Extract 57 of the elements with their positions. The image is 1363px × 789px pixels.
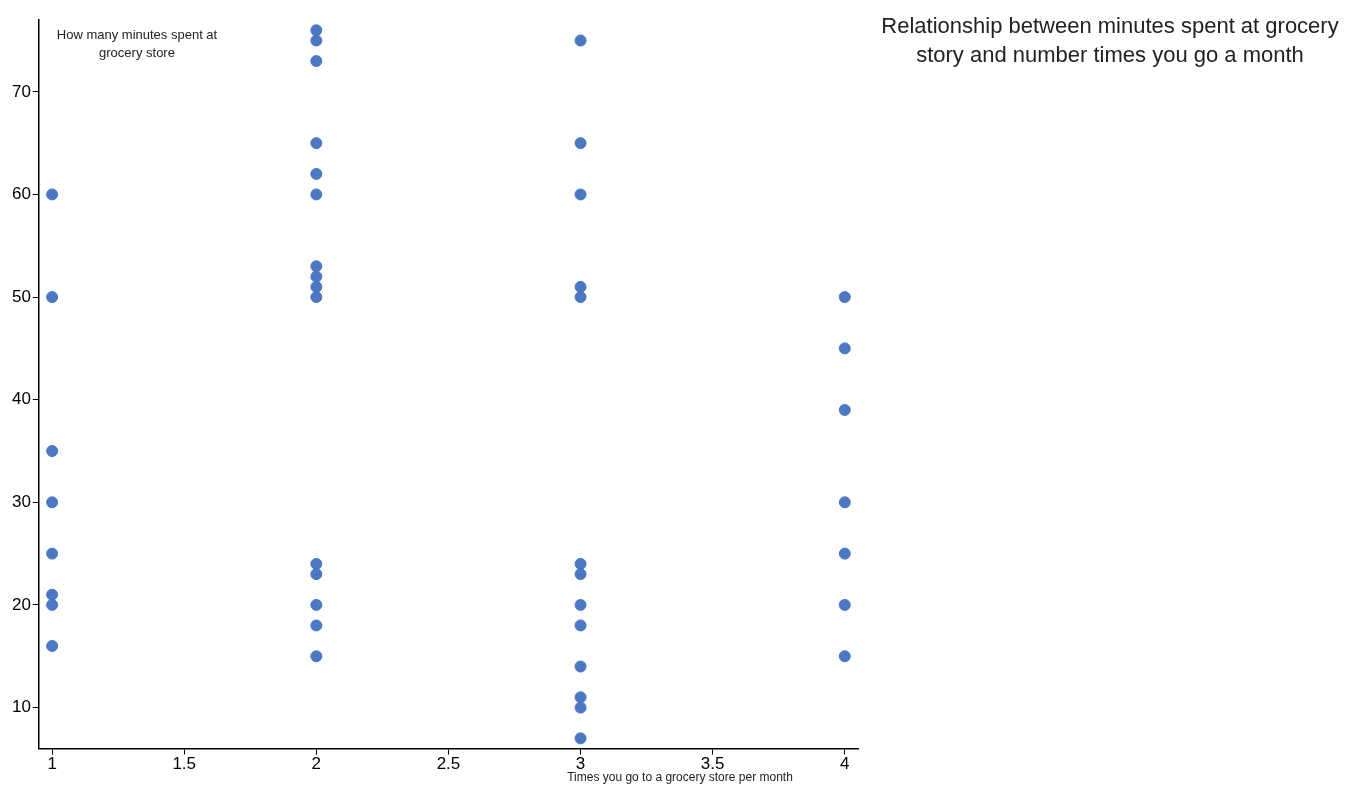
point bbox=[574, 598, 587, 611]
point bbox=[574, 568, 587, 581]
x-tick-label: 2 bbox=[311, 754, 322, 774]
y-tick-label: 60 bbox=[11, 184, 31, 204]
point bbox=[310, 598, 323, 611]
point bbox=[838, 342, 851, 355]
point bbox=[838, 547, 851, 560]
text: Relationship between minutes spent at grocery story and number times you go a month bbox=[880, 12, 1340, 69]
x-tick-label: 2.5 bbox=[436, 754, 461, 774]
point bbox=[46, 588, 59, 601]
point bbox=[310, 568, 323, 581]
point bbox=[838, 650, 851, 663]
x-tick-label: 1.5 bbox=[172, 754, 197, 774]
point bbox=[310, 650, 323, 663]
x-tick-label: 4 bbox=[840, 754, 850, 774]
point bbox=[574, 660, 587, 673]
point bbox=[574, 701, 587, 714]
point bbox=[574, 619, 587, 632]
point bbox=[838, 496, 851, 509]
point bbox=[574, 732, 587, 745]
x-tick-label: 1 bbox=[47, 754, 57, 774]
point bbox=[310, 188, 323, 201]
point bbox=[310, 619, 323, 632]
y-tick-label: 30 bbox=[11, 492, 31, 511]
y-tick-label: 50 bbox=[11, 286, 31, 306]
point bbox=[310, 34, 323, 47]
point bbox=[838, 403, 851, 416]
point bbox=[310, 291, 323, 304]
point bbox=[46, 445, 59, 457]
point bbox=[574, 291, 587, 304]
point bbox=[46, 598, 59, 611]
point bbox=[310, 260, 323, 273]
point bbox=[574, 137, 587, 150]
point bbox=[310, 280, 323, 293]
point bbox=[310, 137, 323, 150]
point bbox=[838, 291, 851, 304]
y-tick-label: 70 bbox=[11, 81, 31, 101]
point bbox=[46, 188, 59, 201]
y-tick-label: 10 bbox=[11, 697, 31, 717]
point bbox=[574, 691, 587, 704]
point bbox=[310, 55, 323, 68]
y-tick-label: 40 bbox=[11, 389, 31, 409]
point bbox=[574, 34, 587, 47]
point bbox=[46, 496, 59, 509]
point bbox=[574, 188, 587, 201]
point bbox=[310, 167, 323, 180]
point bbox=[310, 557, 323, 570]
point bbox=[574, 557, 587, 570]
point bbox=[310, 24, 323, 37]
point bbox=[838, 598, 851, 611]
y-axis-title: How many minutes spent at grocery store bbox=[55, 26, 219, 63]
point bbox=[46, 291, 59, 304]
point bbox=[310, 270, 323, 283]
point bbox=[574, 280, 587, 293]
point bbox=[46, 639, 59, 652]
y-tick-label: 20 bbox=[11, 594, 31, 614]
point bbox=[46, 547, 59, 560]
